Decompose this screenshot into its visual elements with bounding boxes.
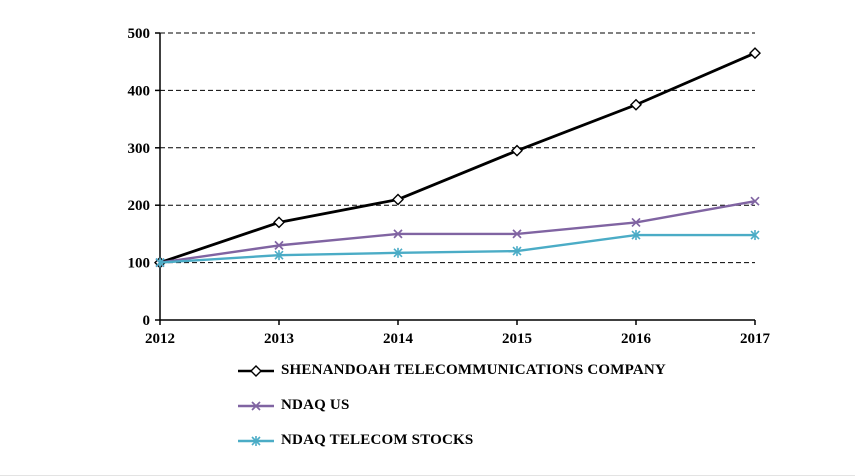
svg-text:2013: 2013 [264, 331, 294, 347]
legend-x-marker-icon [238, 400, 274, 411]
legend-item: SHENANDOAH TELECOMMUNICATIONS COMPANY [238, 360, 666, 381]
legend-label: NDAQ TELECOM STOCKS [281, 432, 474, 448]
legend-item: NDAQ US [238, 395, 666, 416]
svg-text:400: 400 [128, 83, 151, 99]
svg-text:2015: 2015 [502, 331, 532, 347]
legend-asterisk-marker-icon [238, 435, 274, 446]
legend-item: NDAQ TELECOM STOCKS [238, 430, 666, 451]
line-chart: 0 100 200 300 400 500 2012 2013 2014 2015 2016 2017 [128, 26, 771, 347]
svg-text:2012: 2012 [145, 331, 175, 347]
svg-text:2016: 2016 [621, 331, 652, 347]
chart-legend: SHENANDOAH TELECOMMUNICATIONS COMPANY NDA… [238, 360, 666, 465]
svg-text:200: 200 [128, 198, 151, 214]
svg-text:2017: 2017 [740, 331, 771, 347]
legend-diamond-marker-icon [238, 364, 274, 377]
svg-text:300: 300 [128, 141, 151, 157]
svg-text:0: 0 [143, 313, 151, 329]
legend-label: NDAQ US [281, 397, 350, 413]
svg-text:500: 500 [128, 26, 151, 42]
svg-text:100: 100 [128, 256, 151, 272]
legend-label: SHENANDOAH TELECOMMUNICATIONS COMPANY [281, 362, 666, 378]
svg-text:2014: 2014 [383, 331, 414, 347]
